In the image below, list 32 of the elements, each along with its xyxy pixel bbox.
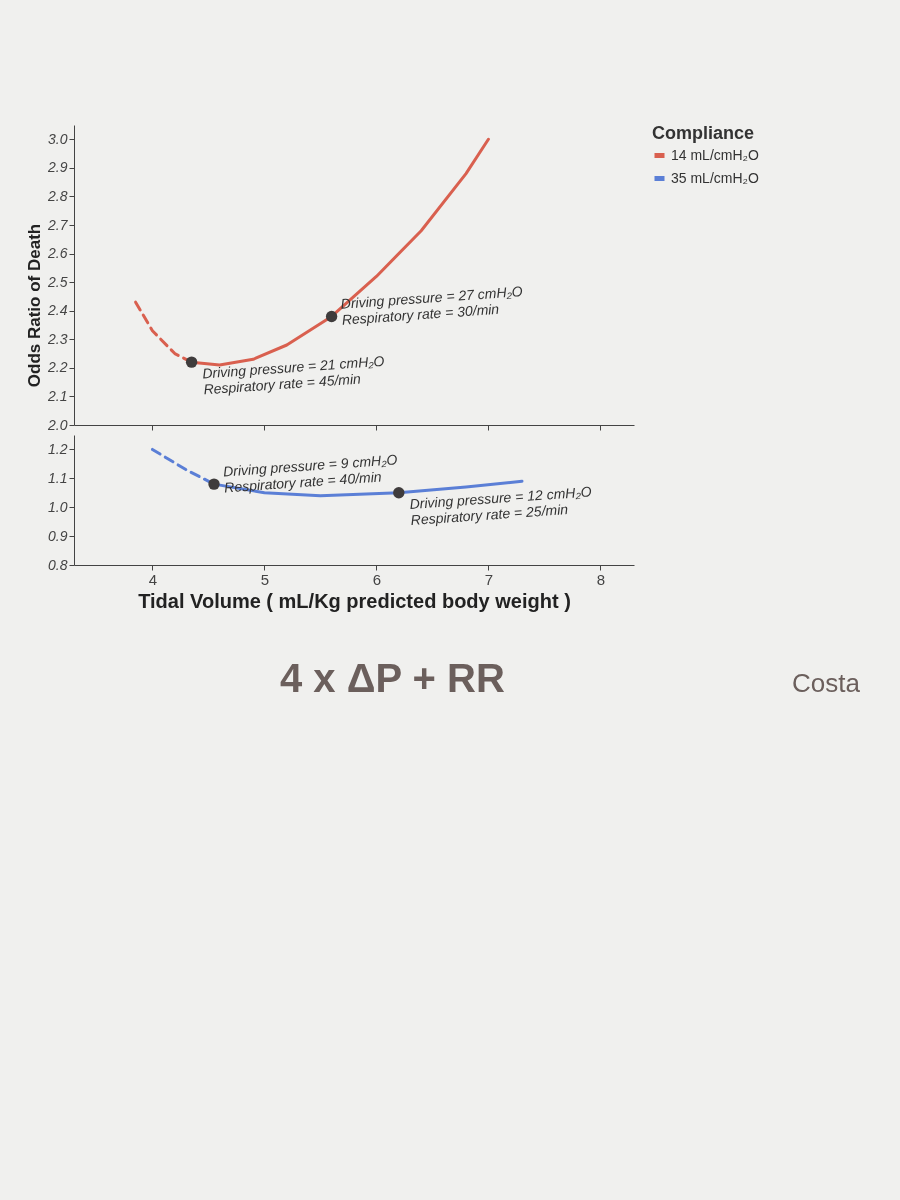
legend-label: 35 mL/cmH₂O <box>671 169 760 186</box>
y-axis-title: Odds Ratio of Death <box>25 223 45 388</box>
annotation: Driving pressure = 9 cmH₂O Respiratory rate = 40/min <box>222 451 398 496</box>
y-tick-label: 2.7 <box>47 216 69 233</box>
annotation: Driving pressure = 12 cmH₂O Respiratory rate = 25/min <box>409 483 593 528</box>
x-tick-label: 6 <box>372 570 382 588</box>
legend-title: Compliance <box>652 123 755 143</box>
legend-label: 14 mL/cmH₂O <box>671 146 760 163</box>
x-tick-label: 7 <box>484 570 494 588</box>
y-tick-label: 2.6 <box>47 245 68 262</box>
x-tick-label: 5 <box>260 570 270 588</box>
annotation: Driving pressure = 21 cmH₂O Respiratory rate = 45/min <box>201 352 385 398</box>
y-tick-label: 2.1 <box>47 387 68 404</box>
text: 4 x ΔP + RR <box>280 656 505 701</box>
y-tick-label: 0.8 <box>48 556 68 573</box>
x-axis-title: Tidal Volume ( mL/Kg predicted body weight ) <box>138 589 571 612</box>
y-tick-label: 1.0 <box>48 498 68 515</box>
y-tick-label: 2.2 <box>47 359 68 376</box>
y-tick-label: 2.3 <box>47 330 68 347</box>
y-tick-label: 2.4 <box>47 302 68 319</box>
y-tick-label: 3.0 <box>48 130 68 147</box>
y-tick-label: 2.5 <box>47 273 68 290</box>
y-tick-label: 1.1 <box>48 469 68 486</box>
y-tick-label: 2.8 <box>47 187 68 204</box>
y-tick-label: 2.9 <box>47 159 68 176</box>
x-tick-label: 8 <box>596 570 606 588</box>
y-tick-label: 2.0 <box>47 416 68 433</box>
annotation: Driving pressure = 27 cmH₂O Respiratory rate = 30/min <box>340 283 524 328</box>
text: Costa <box>792 668 860 699</box>
y-tick-label: 0.9 <box>48 527 68 544</box>
y-tick-label: 1.2 <box>48 440 68 457</box>
x-tick-label: 4 <box>148 570 158 588</box>
